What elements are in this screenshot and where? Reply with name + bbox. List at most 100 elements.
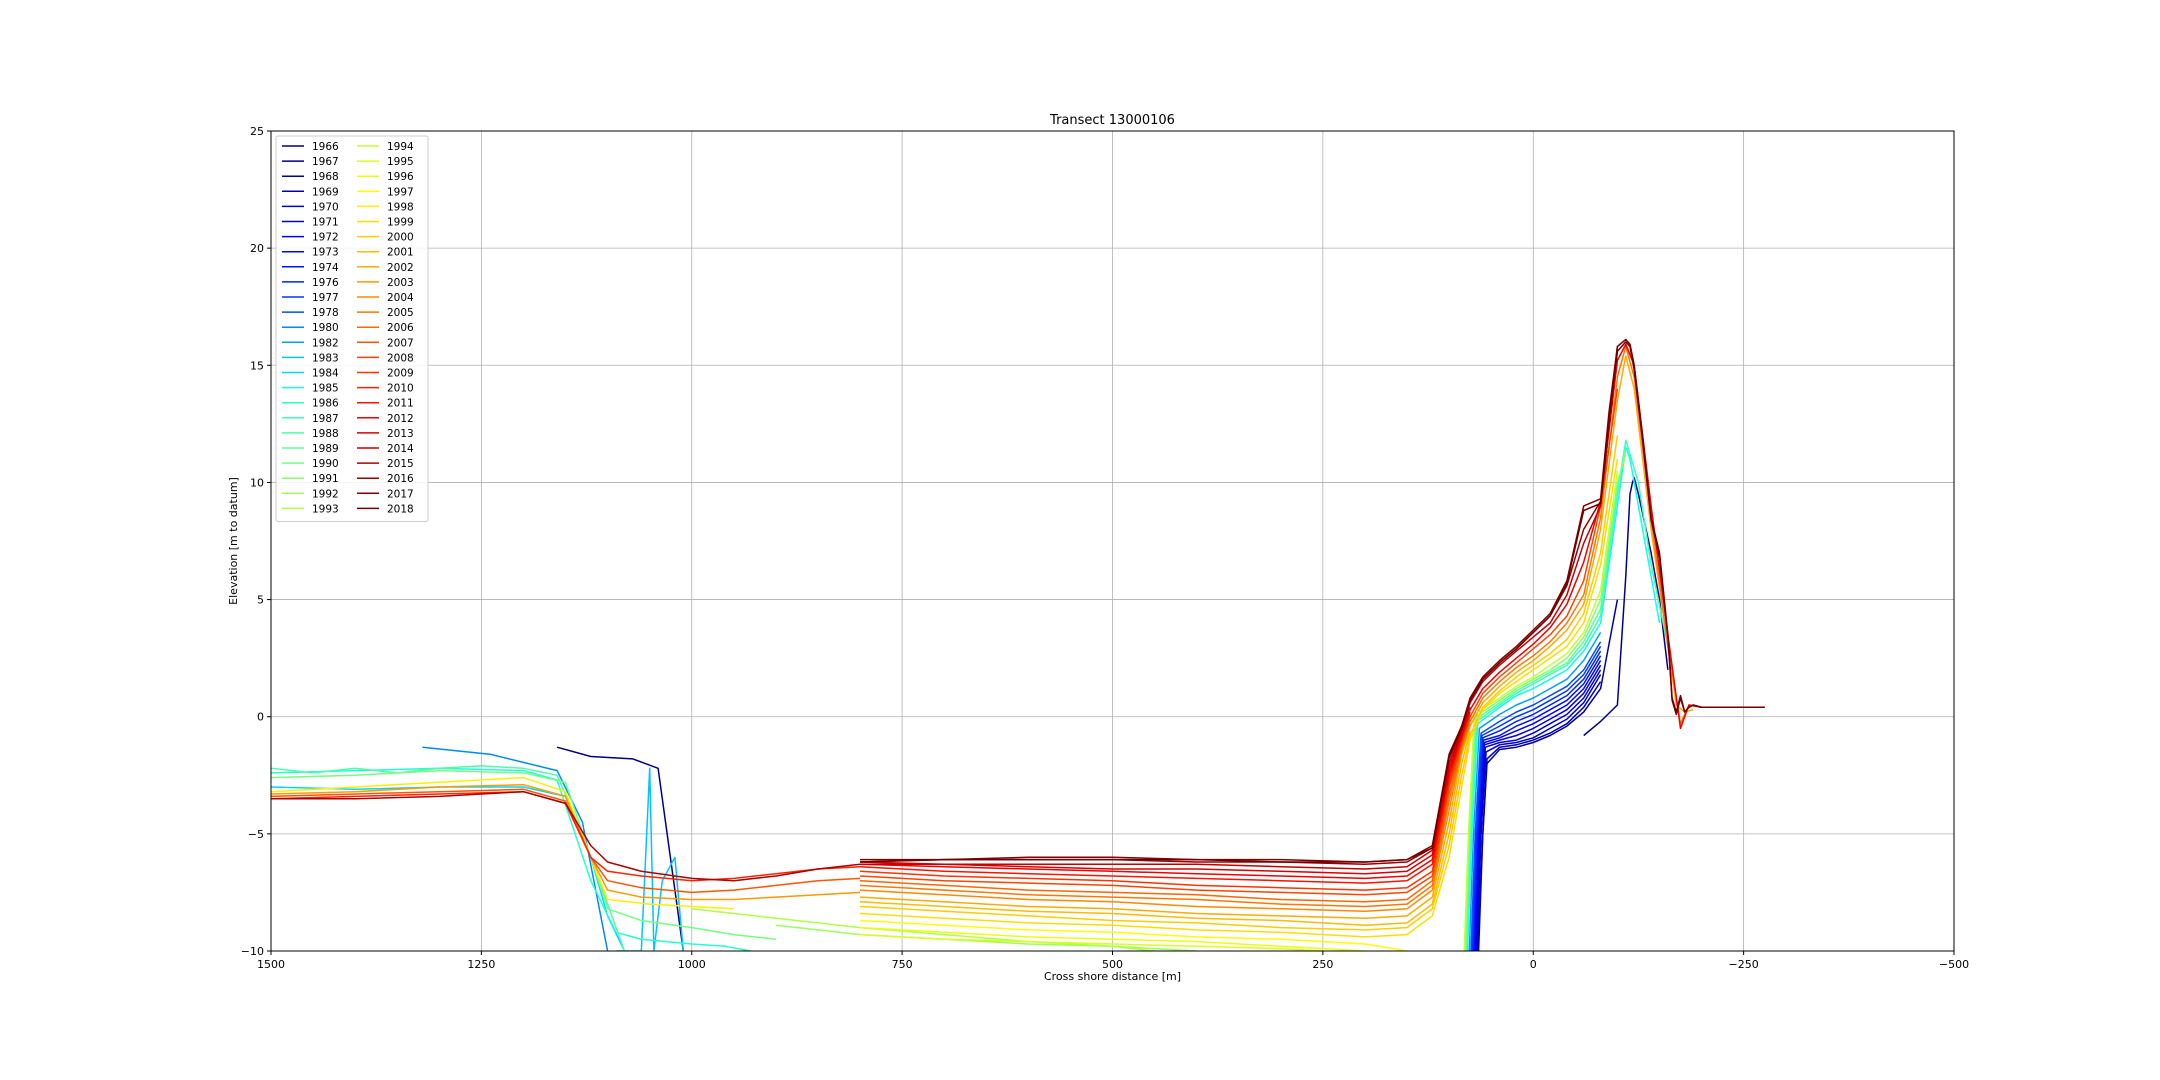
chart-title: Transect 13000106 [1049, 113, 1175, 128]
legend-label: 1978 [312, 307, 339, 319]
series-line-1966 [556, 746, 685, 951]
legend-label: 1983 [312, 352, 339, 364]
y-tick-label: 25 [250, 125, 264, 138]
legend-label: 2005 [387, 307, 414, 319]
legend-label: 2009 [387, 368, 414, 380]
series-line-2010 [271, 790, 861, 882]
x-tick-label: 500 [1102, 958, 1123, 971]
legend-label: 2002 [387, 262, 414, 274]
series-line-2018 [859, 341, 1765, 863]
series-line-2015 [271, 790, 861, 882]
legend-label: 2017 [387, 488, 414, 500]
series-line-1996 [859, 926, 1366, 951]
legend-label: 2003 [387, 277, 414, 289]
legend-label: 1995 [387, 156, 414, 168]
legend-label: 1982 [312, 337, 339, 349]
series-line-1994 [1463, 470, 1619, 951]
y-tick-label: 10 [250, 476, 264, 489]
legend-label: 1986 [312, 398, 339, 410]
series-line-1970 [1476, 674, 1602, 951]
legend-label: 1987 [312, 413, 339, 425]
legend-label: 2015 [387, 458, 414, 470]
legend-label: 2010 [387, 383, 414, 395]
series-line-2001 [859, 730, 1471, 926]
axis-ticks: 1500 1250 1000 750 500 250 0 −250 −500 −10 −5 0 5 10 1… [241, 125, 1969, 971]
legend: 1966 1967 1968 1969 1970 1971 1972 1973 1974 1976… [275, 135, 429, 522]
legend-label: 1977 [312, 292, 339, 304]
y-tick-label: −5 [248, 828, 264, 841]
legend-label: 1991 [312, 473, 339, 485]
series-line-2009 [859, 714, 1471, 891]
series-line-2013 [859, 707, 1471, 875]
legend-label: 1996 [387, 171, 414, 183]
legend-label: 1969 [312, 186, 339, 198]
data-series [271, 338, 1765, 951]
legend-label: 1970 [312, 201, 339, 213]
legend-label: 2001 [387, 247, 414, 259]
legend-label: 1994 [387, 141, 414, 153]
legend-label: 1985 [312, 383, 339, 395]
legend-label: 2008 [387, 352, 414, 364]
series-line-2011 [859, 711, 1471, 884]
y-tick-label: 20 [250, 242, 264, 255]
legend-label: 1974 [312, 262, 339, 274]
series-line-1980 [422, 746, 609, 951]
series-line-1984 [271, 786, 626, 951]
legend-label: 2007 [387, 337, 414, 349]
legend-label: 1999 [387, 217, 414, 229]
series-line-2014 [860, 351, 1619, 870]
legend-label: 1990 [312, 458, 339, 470]
legend-label: 1992 [312, 488, 339, 500]
legend-label: 1980 [312, 322, 339, 334]
legend-label: 1968 [312, 171, 339, 183]
legend-label: 1967 [312, 156, 339, 168]
legend-label: 1984 [312, 368, 339, 380]
legend-label: 2012 [387, 413, 414, 425]
legend-label: 2000 [387, 232, 414, 244]
y-axis-label: Elevation [m to datum] [227, 477, 240, 605]
legend-label: 1993 [312, 503, 339, 515]
legend-label: 1998 [387, 201, 414, 213]
series-line-2006 [859, 718, 1471, 903]
series-line-1967 [1583, 476, 1669, 737]
legend-label: 1997 [387, 186, 414, 198]
x-tick-label: 1000 [678, 958, 706, 971]
series-line-2002 [859, 355, 1694, 919]
series-line-1985 [1466, 446, 1661, 951]
legend-label: 2014 [387, 443, 414, 455]
y-tick-label: 0 [257, 711, 264, 724]
series-line-1989 [1465, 447, 1627, 951]
legend-label: 2006 [387, 322, 414, 334]
series-line-2012 [859, 343, 1765, 880]
legend-box [275, 135, 429, 522]
series-line-1986 [271, 767, 751, 951]
x-tick-label: 0 [1530, 958, 1537, 971]
series-line-1971 [1475, 669, 1602, 951]
series-line-1973 [1473, 660, 1602, 951]
series-line-2004 [859, 723, 1471, 912]
y-tick-label: −10 [241, 945, 264, 958]
series-line-1977 [1471, 646, 1602, 951]
legend-label: 2018 [387, 503, 414, 515]
legend-label: 1966 [312, 141, 339, 153]
series-line-1978 [1470, 641, 1602, 951]
y-tick-label: 15 [250, 359, 264, 372]
x-tick-label: −250 [1729, 958, 1759, 971]
series-line-1999 [859, 458, 1619, 938]
series-line-2003 [271, 783, 861, 901]
legend-label: 2016 [387, 473, 414, 485]
legend-label: 1988 [312, 428, 339, 440]
legend-label: 2011 [387, 398, 414, 410]
x-tick-label: 1500 [257, 958, 285, 971]
legend-label: 2004 [387, 292, 414, 304]
series-line-2007 [271, 788, 861, 894]
x-tick-label: 1250 [467, 958, 495, 971]
legend-label: 2013 [387, 428, 414, 440]
legend-label: 1989 [312, 443, 339, 455]
series-line-1997 [859, 919, 1408, 951]
legend-label: 1976 [312, 277, 339, 289]
x-tick-label: 250 [1312, 958, 1333, 971]
series-line-1982 [1468, 632, 1602, 951]
legend-label: 1971 [312, 217, 339, 229]
